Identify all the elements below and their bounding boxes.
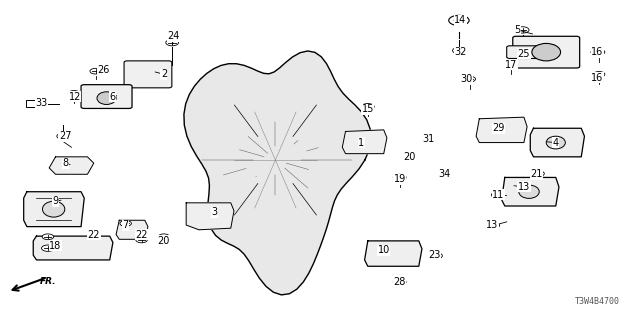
FancyBboxPatch shape xyxy=(124,61,172,88)
Polygon shape xyxy=(116,220,148,239)
Ellipse shape xyxy=(97,92,116,105)
Text: 9: 9 xyxy=(52,196,59,206)
Text: 32: 32 xyxy=(454,47,467,57)
Polygon shape xyxy=(49,157,94,174)
Circle shape xyxy=(42,245,54,252)
Circle shape xyxy=(438,171,450,177)
Text: 28: 28 xyxy=(394,277,406,287)
Text: 15: 15 xyxy=(362,104,374,114)
Polygon shape xyxy=(186,203,234,230)
Text: 8: 8 xyxy=(62,158,68,168)
Circle shape xyxy=(492,192,503,198)
Polygon shape xyxy=(476,117,527,142)
Text: 27: 27 xyxy=(59,131,72,141)
Text: 16: 16 xyxy=(591,47,604,57)
Circle shape xyxy=(42,234,54,240)
Text: 17: 17 xyxy=(505,60,517,70)
Text: 20: 20 xyxy=(403,152,415,162)
Circle shape xyxy=(90,68,101,74)
Text: 20: 20 xyxy=(157,236,170,246)
Text: 22: 22 xyxy=(88,229,100,240)
Ellipse shape xyxy=(42,201,65,217)
Polygon shape xyxy=(342,130,387,154)
FancyBboxPatch shape xyxy=(26,100,46,107)
Polygon shape xyxy=(502,178,559,206)
Text: 13: 13 xyxy=(518,182,530,192)
Circle shape xyxy=(464,76,476,82)
Circle shape xyxy=(488,222,500,228)
Circle shape xyxy=(516,27,529,33)
FancyBboxPatch shape xyxy=(513,36,580,68)
FancyBboxPatch shape xyxy=(507,46,539,59)
Circle shape xyxy=(533,171,544,177)
Text: 14: 14 xyxy=(454,15,467,25)
Text: 12: 12 xyxy=(68,92,81,101)
Text: T3W4B4700: T3W4B4700 xyxy=(575,297,620,306)
Circle shape xyxy=(68,91,80,96)
Text: 34: 34 xyxy=(438,169,451,179)
Circle shape xyxy=(593,71,605,77)
Ellipse shape xyxy=(546,136,565,149)
Text: 22: 22 xyxy=(135,229,148,240)
Circle shape xyxy=(593,49,605,55)
Circle shape xyxy=(166,39,179,46)
Polygon shape xyxy=(365,241,422,266)
Text: 4: 4 xyxy=(553,138,559,148)
Text: 6: 6 xyxy=(110,92,116,101)
Text: FR.: FR. xyxy=(40,277,56,286)
Text: 19: 19 xyxy=(394,174,406,184)
Text: 31: 31 xyxy=(422,134,435,144)
Circle shape xyxy=(403,152,415,158)
Ellipse shape xyxy=(532,44,561,61)
Text: 18: 18 xyxy=(49,241,61,251)
Text: 21: 21 xyxy=(531,169,543,179)
Circle shape xyxy=(57,133,70,140)
Text: 24: 24 xyxy=(167,31,180,41)
Circle shape xyxy=(452,47,465,54)
Text: 10: 10 xyxy=(378,245,390,255)
Polygon shape xyxy=(24,192,84,227)
Polygon shape xyxy=(531,128,584,157)
Ellipse shape xyxy=(449,15,469,26)
Circle shape xyxy=(429,252,442,259)
FancyBboxPatch shape xyxy=(81,85,132,108)
Circle shape xyxy=(158,234,170,240)
Polygon shape xyxy=(184,51,371,295)
Text: 11: 11 xyxy=(492,190,504,200)
Text: 33: 33 xyxy=(35,98,47,108)
Circle shape xyxy=(394,279,406,285)
Text: 7: 7 xyxy=(122,220,129,230)
Text: 13: 13 xyxy=(486,220,498,230)
Text: 23: 23 xyxy=(429,250,441,260)
Text: 25: 25 xyxy=(518,49,530,59)
Text: 16: 16 xyxy=(591,73,604,83)
Text: 5: 5 xyxy=(515,25,521,35)
Ellipse shape xyxy=(519,185,540,198)
Text: 26: 26 xyxy=(97,65,109,75)
Circle shape xyxy=(394,174,406,180)
Polygon shape xyxy=(33,236,113,260)
Circle shape xyxy=(422,136,434,141)
Text: 1: 1 xyxy=(358,138,365,148)
Ellipse shape xyxy=(454,18,464,23)
Text: 29: 29 xyxy=(492,123,504,133)
Circle shape xyxy=(505,62,518,68)
Text: 30: 30 xyxy=(460,74,473,84)
Circle shape xyxy=(120,220,131,226)
Circle shape xyxy=(362,104,374,110)
Circle shape xyxy=(136,237,147,243)
Text: 2: 2 xyxy=(161,69,167,79)
Text: 3: 3 xyxy=(212,207,218,217)
